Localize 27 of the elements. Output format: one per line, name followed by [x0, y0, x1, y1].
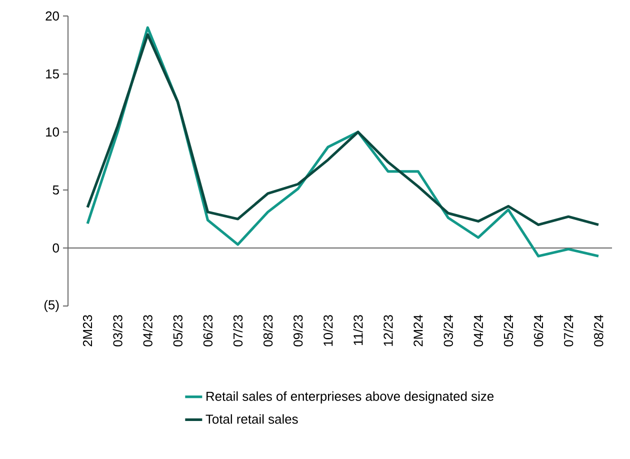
x-tick-label: 05/23 — [172, 315, 182, 346]
y-tick-label: 20 — [46, 11, 59, 21]
x-tick-label: 08/23 — [263, 315, 273, 346]
legend-label: Total retail sales — [206, 414, 298, 424]
y-tick-label: 10 — [46, 127, 59, 137]
x-tick-label: 2M23 — [82, 315, 92, 346]
x-tick-label: 06/23 — [203, 315, 213, 346]
x-tick-label: 11/23 — [353, 315, 363, 345]
x-tick-label: 08/24 — [594, 314, 604, 346]
x-tick-label: 06/24 — [534, 314, 544, 346]
y-tick-label: (5) — [44, 300, 59, 312]
x-tick-label: 04/24 — [474, 314, 484, 346]
x-tick-label: 12/23 — [383, 315, 393, 346]
x-tick-label: 03/24 — [443, 314, 453, 346]
y-tick-label: 15 — [46, 69, 59, 79]
y-tick-label: 5 — [52, 185, 59, 195]
x-tick-label: 2M24 — [414, 314, 423, 346]
x-tick-label: 10/23 — [323, 315, 333, 346]
line-series — [86, 33, 600, 226]
x-tick-label: 03/23 — [112, 315, 122, 346]
x-tick-label: 09/23 — [293, 315, 303, 346]
x-tick-label: 04/23 — [142, 315, 152, 346]
y-tick-label: 0 — [52, 243, 59, 253]
x-tick-label: 07/23 — [233, 315, 243, 346]
x-tick-label: 07/24 — [564, 314, 574, 346]
legend-label: Retail sales of enterprieses above designated size — [206, 391, 494, 404]
x-tick-label: 05/24 — [504, 314, 514, 346]
